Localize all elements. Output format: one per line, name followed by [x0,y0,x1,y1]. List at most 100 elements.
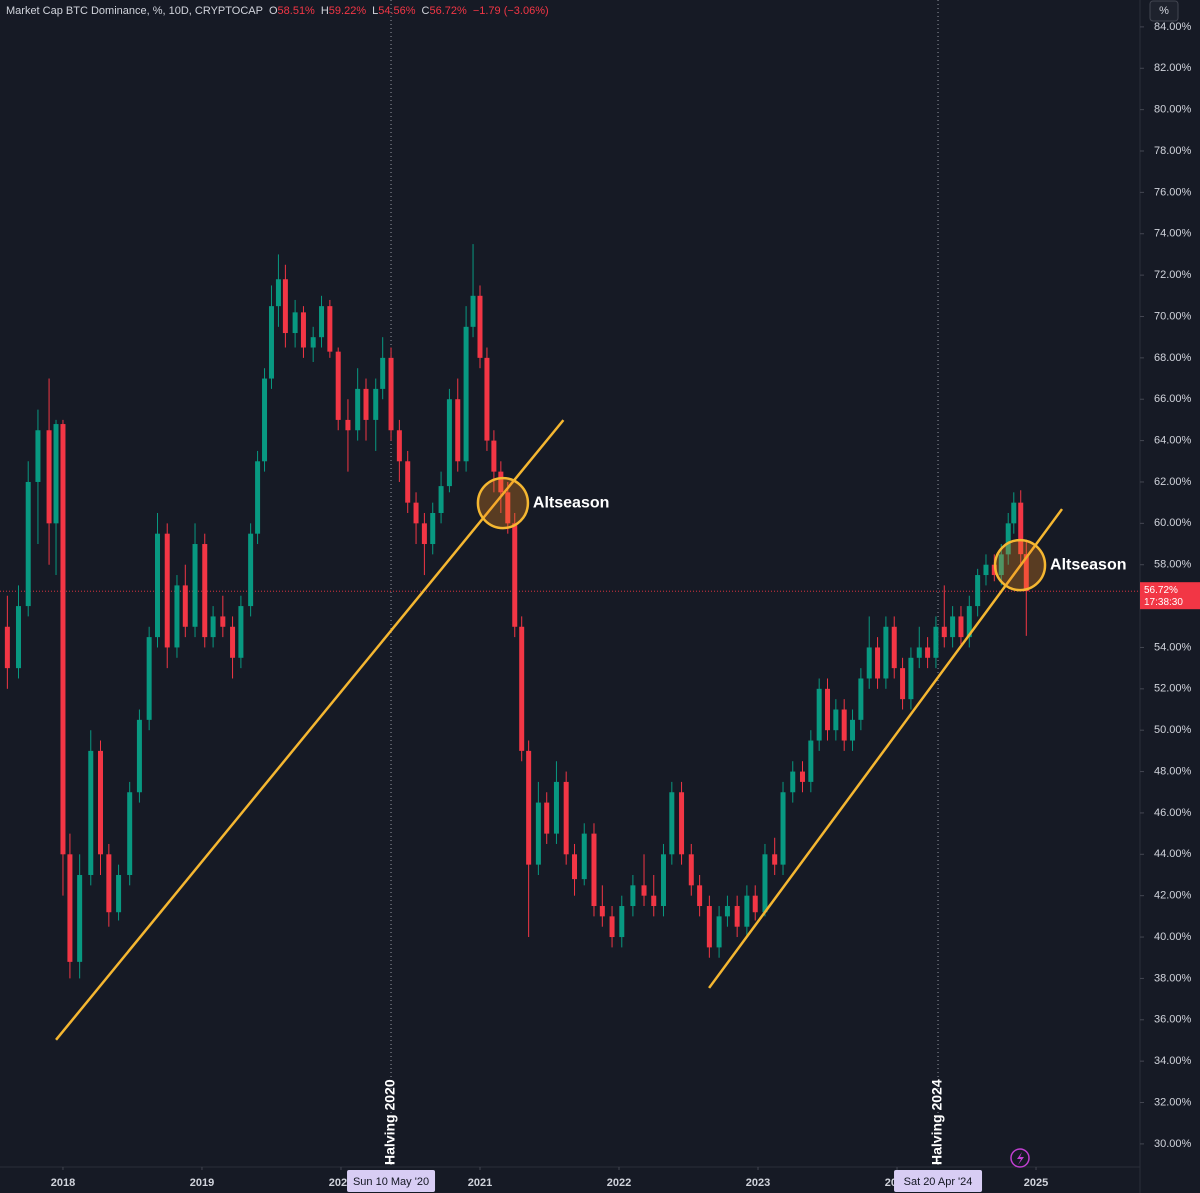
candle-body [762,854,768,913]
candle-body [933,626,939,658]
ohlc-key: H [321,5,329,17]
candle-body [484,357,490,441]
candle-body [182,585,188,627]
candle-body [599,906,605,917]
y-tick-label: 52.00% [1154,683,1192,695]
x-tick-label: 2023 [746,1177,770,1189]
candle-body [430,512,436,545]
candle-body [660,854,666,907]
price-countdown: 17:38:30 [1144,597,1183,608]
candle-body [688,854,694,886]
event-date: Sun 10 May '20 [353,1176,429,1188]
y-tick-label: 68.00% [1154,352,1192,364]
candle-body [268,306,274,379]
candle-body [192,544,198,627]
annotation-circle [993,538,1047,592]
candle-body [724,906,730,917]
ohlc-value: 59.22% [329,5,367,17]
x-tick-label: 2018 [51,1177,75,1189]
candle-body [248,533,254,607]
ohlc-value: 54.56% [378,5,416,17]
candle-body [544,802,550,834]
candle-body [679,792,685,855]
x-tick-label: 2019 [190,1177,214,1189]
candle-body [345,419,351,431]
candle-body [319,306,325,338]
candle-body [220,616,226,627]
candle-body [4,626,10,669]
candle-body [146,637,152,720]
candle-body [174,585,180,648]
candle-body [925,647,931,658]
y-tick-label: 72.00% [1154,269,1192,281]
candle-body [669,792,675,855]
candle-body [413,502,419,524]
x-tick-label: 2025 [1024,1177,1048,1189]
candle-body [300,312,306,348]
candle-body [154,533,160,638]
candle-body [491,440,497,472]
candle-body [202,544,208,638]
candle-body [98,750,104,855]
y-tick-label: 42.00% [1154,890,1192,902]
annotation-text: Altseason [1050,556,1126,573]
candle-body [958,616,964,638]
candle-body [455,399,461,462]
candle-body [310,337,316,348]
candle-body [262,378,268,462]
candle-body [630,885,636,907]
candle-body [808,740,814,782]
y-tick-label: 76.00% [1154,186,1192,198]
candle-body [67,854,73,962]
x-tick-label: 2022 [607,1177,631,1189]
candle-body [46,430,52,524]
candle-body [772,854,778,865]
candle-body [519,626,525,751]
legend-title-text: Market Cap BTC Dominance, %, 10D, CRYPTO… [6,5,263,17]
candle-body [572,854,578,880]
unit-button[interactable] [1149,0,1179,22]
candle-body [53,424,59,524]
candle-body [477,295,483,358]
candle-body [744,895,750,927]
lightning-bolt [1017,1152,1024,1165]
candle-body [734,906,740,927]
candle-body [526,750,532,865]
candle-body [327,306,333,352]
candle-body [891,626,897,669]
candle-body [421,523,427,545]
candle-body [866,647,872,679]
ohlc-key: O [269,5,278,17]
ohlc-value: 58.51% [278,5,316,17]
candle-body [446,399,452,487]
candle-body [505,492,511,524]
y-tick-label: 40.00% [1154,931,1192,943]
y-tick-label: 60.00% [1154,517,1192,529]
candle-body [15,606,21,669]
event-date-box [347,1170,436,1192]
candle-body [716,916,722,948]
candle-body [941,626,947,638]
candle-body [850,719,856,741]
candle-body [116,874,122,913]
candle-body [816,688,822,741]
y-tick-label: 62.00% [1154,476,1192,488]
candle-body [396,430,402,462]
unit-button-label[interactable]: % [1159,5,1169,17]
candle-body [275,279,281,307]
candle-body [966,606,972,638]
y-tick-label: 70.00% [1154,310,1192,322]
candle-body [799,771,805,782]
y-tick-label: 38.00% [1154,972,1192,984]
annotation-circle [476,476,530,530]
candle-body [210,616,216,638]
ohlc-key: L [372,5,378,17]
ohlc-key: C [422,5,430,17]
event-date: Sat 20 Apr '24 [904,1176,973,1188]
candle-body [900,668,906,700]
candle-body [780,792,786,865]
candle-body [619,906,625,938]
lightning-icon[interactable] [1010,1148,1030,1168]
